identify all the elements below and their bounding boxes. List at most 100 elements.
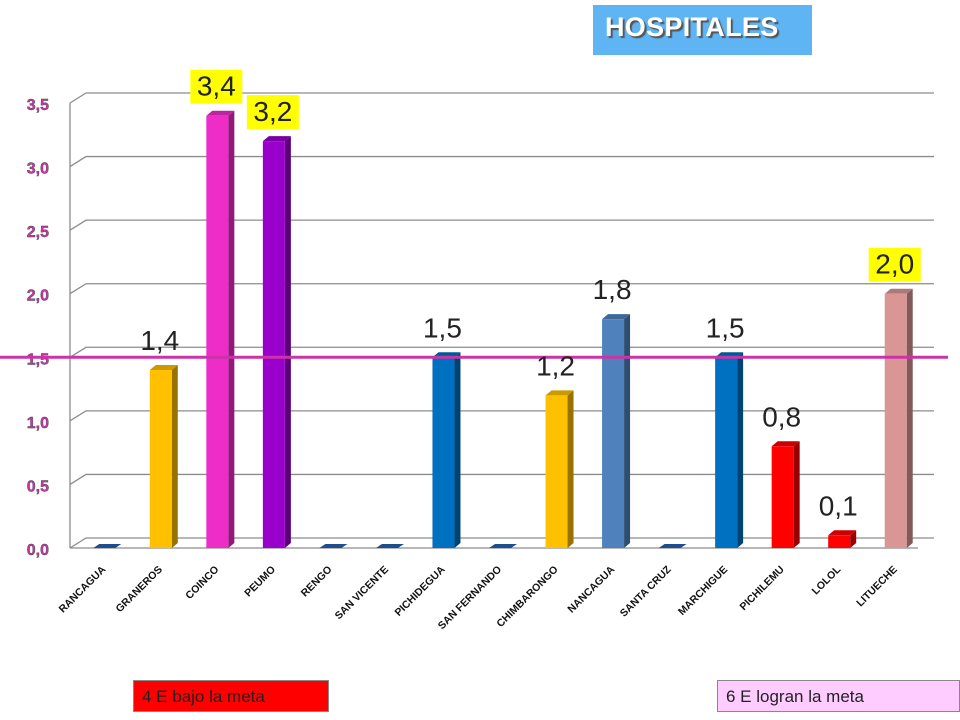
data-label: 1,2 [536,350,575,381]
data-label: 1,5 [423,312,462,343]
x-tick-label: MARCHIGUE [676,564,730,618]
chart-title: HOSPITALES [605,12,779,42]
meet-goal-note: 6 E logran la meta [717,680,960,712]
bar-top [149,365,178,370]
bar-side [737,352,744,548]
bar-side [906,288,913,548]
x-tick-label: SANTA CRUZ [618,563,674,619]
bar-rengo [319,544,348,548]
data-label-highlight [190,69,243,104]
bar-zero-marker [489,544,517,548]
bar-top [884,288,913,294]
bar-marchigue [715,352,744,548]
x-tick-label: PEUMO [242,564,278,600]
x-tick-label: CHIMBARONGO [494,564,560,630]
bar-top [771,441,800,447]
bar-front [828,535,851,548]
bar-side [793,441,800,548]
bar-san-fernando [489,544,517,548]
bar-side [171,365,178,548]
gridline [69,283,934,295]
data-label: 0,8 [762,401,801,432]
gridlines [69,92,934,549]
x-tick-label: GRANEROS [114,564,165,615]
bar-side [454,352,461,548]
x-tick-label: LITUECHE [854,564,900,610]
data-label: 1,8 [593,274,632,305]
y-tick-label: 1,0 [27,415,49,432]
gridline [69,537,934,549]
bar-nancagua [602,314,631,548]
bar-front [602,319,625,548]
y-axis-ticks: 0,0 0,5 1,0 1,5 2,0 2,5 3,0 3,5 [27,97,50,559]
data-label: 1,4 [140,325,179,356]
x-tick-label: SAN VICENTE [333,564,391,622]
x-tick-label: RENGO [299,564,335,600]
bar-side [850,530,857,548]
bar-rancagua [93,544,122,548]
bar-top [602,314,631,320]
bar-coinco [206,110,235,548]
y-tick-label: 3,5 [27,97,49,114]
bar-side [624,314,631,548]
title-box [593,5,812,55]
bars [93,110,913,548]
y-tick-label: 0,5 [27,478,49,495]
bar-front [149,370,172,548]
x-tick-label: COINCO [183,564,221,602]
bar-san-vicente [375,544,404,548]
x-tick-label: PICHIDEGUA [392,563,447,618]
bar-santa-cruz [658,544,687,548]
data-label-highlight [246,95,299,130]
bar-front [884,293,907,548]
x-tick-label: RANCAGUA [57,563,109,615]
y-tick-label: 3,0 [27,161,49,178]
gridline [69,473,934,485]
bar-front [715,357,738,548]
gridline [69,410,934,422]
below-goal-note: 4 E bajo la meta [133,680,329,712]
bar-front [432,357,455,548]
bar-lolol [828,530,857,548]
bar-front [771,446,794,548]
bar-litueche [884,288,913,548]
y-tick-label: 0,0 [27,542,49,559]
x-tick-label: LOLOL [810,563,844,597]
y-tick-label: 2,5 [27,224,49,241]
data-label: 3,4 [197,71,236,102]
data-label: 3,2 [253,96,292,127]
bar-zero-marker [319,544,348,548]
bar-side [228,110,235,548]
gridline [69,219,934,231]
bar-pichidegua [432,352,461,548]
bar-pichilemu [771,441,800,548]
data-label: 1,5 [706,312,745,343]
bar-front [262,141,285,548]
bar-zero-marker [375,544,404,548]
gridline [69,346,934,358]
bar-graneros [149,365,178,548]
data-label: 2,0 [875,249,914,280]
x-tick-label: PICHILEMU [737,564,786,613]
bar-zero-marker [658,544,687,548]
bar-zero-marker [93,544,122,548]
bar-front [206,115,229,548]
bar-top [262,136,291,142]
bar-side [284,136,291,548]
x-tick-label: NANCAGUA [565,563,617,615]
bar-peumo [262,136,291,548]
y-tick-label: 1,5 [27,351,49,368]
bar-top [828,530,857,536]
bar-side [567,390,574,548]
data-label-highlight [868,247,921,282]
bar-top [545,390,574,396]
gridline [69,155,934,168]
gridline [69,92,934,104]
bar-top [206,110,235,116]
data-labels: 1,4 3,4 3,2 1,5 1,2 1,8 1,5 0,8 0,1 2,0 [140,69,921,521]
bar-chimbarongo [545,390,574,548]
data-label: 0,1 [819,490,858,521]
y-tick-label: 2,0 [27,288,49,305]
